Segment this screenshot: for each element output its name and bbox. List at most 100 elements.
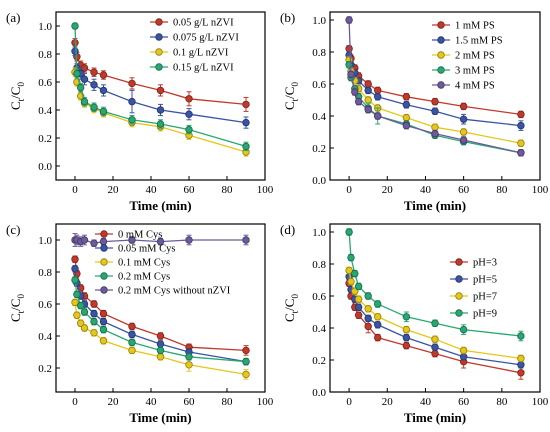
legend: 0.05 g/L nZVI 0.075 g/L nZVI 0.1 g/L nZVI 0… <box>150 18 239 74</box>
series-line <box>348 19 522 154</box>
data-point <box>364 314 372 323</box>
data-point <box>90 239 98 247</box>
y-tick-label: 0.8 <box>312 47 326 59</box>
data-point <box>242 118 250 127</box>
data-point <box>99 71 108 79</box>
data-point <box>80 97 89 106</box>
legend-entry: 0.05 mM Cys <box>118 244 175 255</box>
data-point <box>517 121 525 130</box>
y-axis-title-part: /C <box>8 299 23 311</box>
x-tick-label: 40 <box>146 396 158 408</box>
panel-label: (d) <box>280 222 295 237</box>
y-tick-label: 1.0 <box>312 15 326 27</box>
data-point <box>73 311 81 319</box>
data-point <box>80 75 89 83</box>
data-point <box>99 237 108 246</box>
data-point <box>354 282 363 291</box>
legend-entry: 0.075 g/L nZVI <box>173 33 239 44</box>
y-tick-label: 0.6 <box>312 291 326 303</box>
data-point <box>347 253 355 262</box>
data-point <box>402 101 411 109</box>
y-axis-title-part: /C <box>282 87 297 99</box>
y-tick-label: 0.2 <box>38 133 52 145</box>
x-axis-title: Time (min) <box>404 198 466 213</box>
chart-panel-2: (b) 0 20 40 60 80 100 0.0 0.2 0.4 0.6 0.8 1.0 Time (m… <box>280 10 549 213</box>
y-tick-label: 0.8 <box>38 267 52 279</box>
x-tick-label: 60 <box>458 184 470 196</box>
legend-entry: 4 mM PS <box>455 81 495 92</box>
data-point <box>185 110 193 118</box>
x-tick-label: 40 <box>146 184 158 196</box>
y-axis-title-part: C <box>282 313 297 322</box>
legend-entry: 0.15 g/L nZVI <box>173 63 234 74</box>
x-tick-label: 60 <box>458 396 470 408</box>
data-point <box>364 292 372 300</box>
data-point <box>402 325 411 334</box>
data-point <box>402 313 411 321</box>
panel-label: (a) <box>6 10 20 25</box>
series-5 <box>345 16 525 157</box>
legend-swatch-marker <box>437 21 445 29</box>
y-tick-label: 0.2 <box>312 355 326 367</box>
y-tick-label: 0.2 <box>38 363 52 375</box>
data-point <box>90 81 98 89</box>
legend-swatch-marker <box>437 51 445 59</box>
data-point <box>517 354 525 363</box>
plot-frame <box>329 223 541 393</box>
y-tick-label: 0.6 <box>38 77 52 89</box>
legend-entry: 0.1 mM Cys <box>118 258 170 269</box>
y-tick-label: 0.6 <box>38 299 52 311</box>
data-point <box>459 346 468 355</box>
data-point <box>71 255 79 263</box>
data-point <box>128 330 136 339</box>
legend-entry: 0.05 g/L nZVI <box>173 18 234 29</box>
x-tick-label: 80 <box>222 184 234 196</box>
series-line <box>74 268 247 363</box>
data-point <box>517 110 525 119</box>
data-point <box>80 324 89 332</box>
data-point <box>431 343 439 351</box>
data-point <box>73 290 81 299</box>
data-point <box>431 349 439 358</box>
data-point <box>354 311 363 319</box>
data-point <box>73 69 81 78</box>
data-point <box>347 70 355 79</box>
data-point <box>71 276 79 284</box>
data-point <box>242 346 250 355</box>
data-point <box>364 96 372 104</box>
x-tick-label: 80 <box>496 396 508 408</box>
y-tick-label: 0.8 <box>38 49 52 61</box>
data-point <box>374 313 382 321</box>
legend-entry: 0.2 mM Cys without nZVI <box>118 286 231 297</box>
y-axis-title-part: 0 <box>290 294 300 299</box>
x-tick-label: 0 <box>72 396 78 408</box>
data-point <box>128 338 136 347</box>
data-point <box>99 86 108 95</box>
x-tick-label: 60 <box>184 396 196 408</box>
legend: 1 mM PS 1.5 mM PS 2 mM PS 3 mM PS 4 mM PS <box>432 21 503 92</box>
y-axis-title-part: 0 <box>16 294 26 299</box>
data-point <box>402 341 411 350</box>
data-point <box>90 103 98 111</box>
data-point <box>242 142 250 151</box>
data-point <box>76 83 85 92</box>
x-tick-label: 20 <box>108 396 120 408</box>
x-axis-title: Time (min) <box>129 198 191 213</box>
y-tick-label: 0.4 <box>312 323 326 335</box>
data-point <box>90 329 98 337</box>
data-point <box>99 107 108 116</box>
x-tick-label: 100 <box>257 184 274 196</box>
chart-panel-4: (d) 0 20 40 60 80 100 0.0 0.2 0.4 0.6 0.8 1.0 Time (m… <box>280 222 549 425</box>
legend-swatch-marker <box>455 275 463 283</box>
data-point <box>76 301 85 310</box>
series-1 <box>345 279 525 380</box>
data-point <box>128 79 136 88</box>
y-axis-title-part: C <box>282 101 297 110</box>
data-point <box>242 236 250 244</box>
data-point <box>156 120 165 128</box>
data-point <box>431 123 439 131</box>
y-axis-title-part: /C <box>282 299 297 311</box>
data-point <box>345 16 353 24</box>
series-line <box>74 25 247 148</box>
y-axis-title: Ct/C0 <box>8 294 26 322</box>
